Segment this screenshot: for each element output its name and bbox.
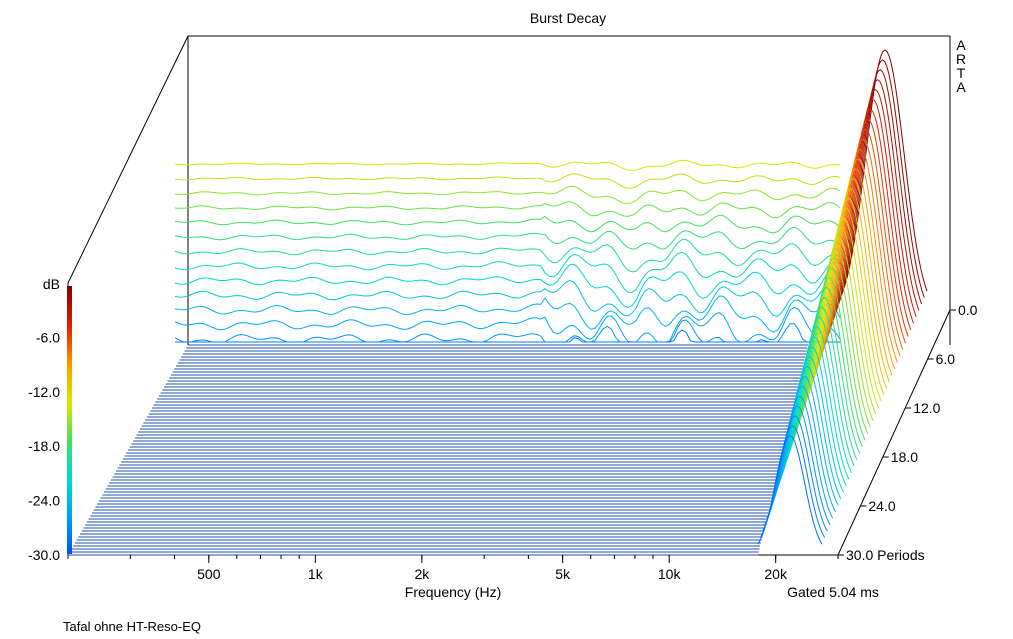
waterfall-trace [174, 226, 841, 250]
peak-trace [759, 425, 826, 538]
brand-letter: R [956, 51, 966, 67]
peak-trace [805, 217, 882, 402]
peak-trace [831, 98, 914, 324]
peak-trace [809, 197, 888, 389]
x-tick-label: 20k [764, 566, 788, 582]
z-tick-label: -30.0 [28, 547, 60, 563]
x-axis-label: Frequency (Hz) [405, 584, 501, 600]
x-tick-label: 10k [658, 566, 682, 582]
x-ticks: 500 1k 2k 5k 10k 20k [67, 555, 839, 582]
peak-trace [792, 276, 866, 441]
waterfall-trace [174, 306, 841, 343]
peak-trace [757, 435, 823, 545]
depth-tick-label: 12.0 [913, 400, 940, 416]
colorbar [67, 286, 72, 554]
x-tick-label: 5k [555, 566, 571, 582]
peak-trace [838, 69, 923, 305]
peak-trace [790, 286, 863, 447]
z-tick-label: -12.0 [28, 384, 60, 400]
footer-label: Tafal ohne HT-Reso-EQ [63, 619, 201, 634]
peak-trace [814, 177, 893, 376]
gated-label: Gated 5.04 ms [787, 584, 879, 600]
waterfall-trace [174, 201, 841, 219]
depth-tick-label: 18.0 [891, 449, 918, 465]
peak-trace [768, 385, 836, 512]
peak-trace [774, 356, 844, 493]
waterfall-trace [174, 185, 841, 205]
depth-tick-label: 6.0 [936, 351, 956, 367]
brand-letter: A [956, 37, 966, 53]
peak-trace [803, 227, 879, 408]
depth-tick-label: 24.0 [868, 498, 895, 514]
left-diagonal-edge [67, 35, 189, 284]
peak-trace [829, 108, 912, 331]
z-axis-label: dB [43, 276, 60, 292]
waterfall-trace [174, 159, 841, 171]
x-tick-label: 500 [197, 566, 221, 582]
depth-ticks: 0.0 6.0 12.0 18.0 24.0 30.0 Periods [838, 302, 978, 563]
brand-letter: A [956, 79, 966, 95]
peak-trace [779, 336, 850, 480]
z-ticks: -6.0 -12.0 -18.0 -24.0 -30.0 [28, 329, 60, 563]
peak-trace [818, 158, 898, 363]
waterfall-trace [174, 239, 841, 273]
waterfall-trace [174, 263, 841, 309]
waterfall-trace [174, 214, 841, 234]
depth-tick-label: 0.0 [958, 302, 978, 318]
waterfall-trace [174, 251, 841, 293]
peak-trace [764, 405, 831, 525]
decay-floor [68, 344, 808, 556]
peak-trace [816, 168, 896, 370]
chart-title: Burst Decay [530, 10, 606, 26]
waterfall-trace [174, 279, 841, 317]
z-tick-label: -18.0 [28, 438, 60, 454]
waterfall-trace [174, 173, 841, 189]
z-tick-label: -6.0 [36, 329, 60, 345]
edge-peak-traces [757, 49, 928, 545]
peak-trace [822, 138, 904, 350]
x-tick-label: 2k [414, 566, 430, 582]
depth-tick-label: 30.0 Periods [846, 547, 925, 563]
waterfall-traces [174, 159, 841, 343]
peak-trace [801, 237, 877, 415]
peak-trace [772, 365, 842, 499]
peak-trace [807, 207, 885, 395]
peak-trace [766, 395, 834, 519]
peak-trace [833, 88, 917, 318]
brand-letter: T [957, 65, 966, 81]
peak-trace [836, 79, 920, 311]
peak-trace [770, 375, 839, 506]
peak-trace [820, 148, 901, 357]
peak-trace [783, 316, 855, 467]
waterfall-trace [175, 329, 840, 343]
depth-axis-line [837, 309, 951, 556]
x-tick-label: 1k [308, 566, 324, 582]
peak-trace [781, 326, 853, 473]
z-tick-label: -24.0 [28, 493, 60, 509]
peak-trace [796, 257, 871, 428]
peak-trace [777, 346, 847, 486]
peak-trace [785, 306, 858, 461]
waterfall-trace [174, 295, 841, 333]
peak-trace [794, 267, 869, 434]
